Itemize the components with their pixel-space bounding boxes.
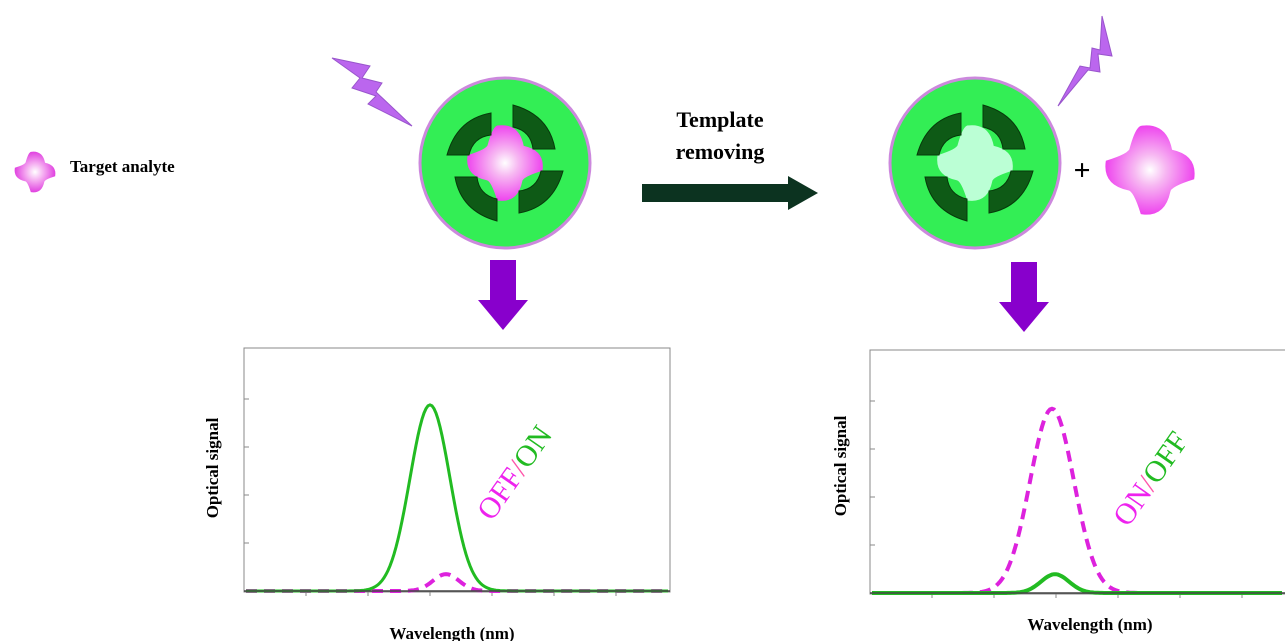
imprinted-particle-filled <box>418 76 592 250</box>
excitation-flash-icon <box>331 57 413 127</box>
y-ticks <box>870 400 875 546</box>
x-axis-label: Wavelength (nm) <box>389 624 514 641</box>
dashed-curve <box>246 572 668 593</box>
plus-sign: + <box>1073 154 1090 187</box>
x-axis-label: Wavelength (nm) <box>1027 615 1152 634</box>
step-label-line2: removing <box>676 139 765 164</box>
spectrum-plot-right: Optical signal Wavelength (nm) ON/OFF <box>831 349 1285 634</box>
excitation-flash-icon-2 <box>1057 15 1113 107</box>
dashed-curve <box>872 406 1282 595</box>
solid-curve <box>872 572 1282 595</box>
step-label-line1: Template <box>676 107 763 132</box>
solid-curve <box>246 403 668 593</box>
y-axis-label: Optical signal <box>831 415 850 516</box>
y-ticks <box>244 398 249 544</box>
state-annotation: OFF/ON <box>471 420 559 526</box>
legend-label: Target analyte <box>70 157 175 176</box>
template-removal-arrow <box>642 176 818 210</box>
analyte-legend-icon <box>14 151 56 193</box>
state-annotation: ON/OFF <box>1107 426 1195 532</box>
y-axis-label: Optical signal <box>203 417 222 518</box>
down-arrow-left <box>478 260 528 330</box>
released-analyte-icon <box>1105 125 1195 215</box>
spectrum-plot-left: Optical signal Wavelength (nm) OFF/ON <box>203 347 671 641</box>
legend: Target analyte <box>14 151 175 193</box>
imprinted-particle-empty <box>888 76 1062 250</box>
down-arrow-right <box>999 262 1049 332</box>
